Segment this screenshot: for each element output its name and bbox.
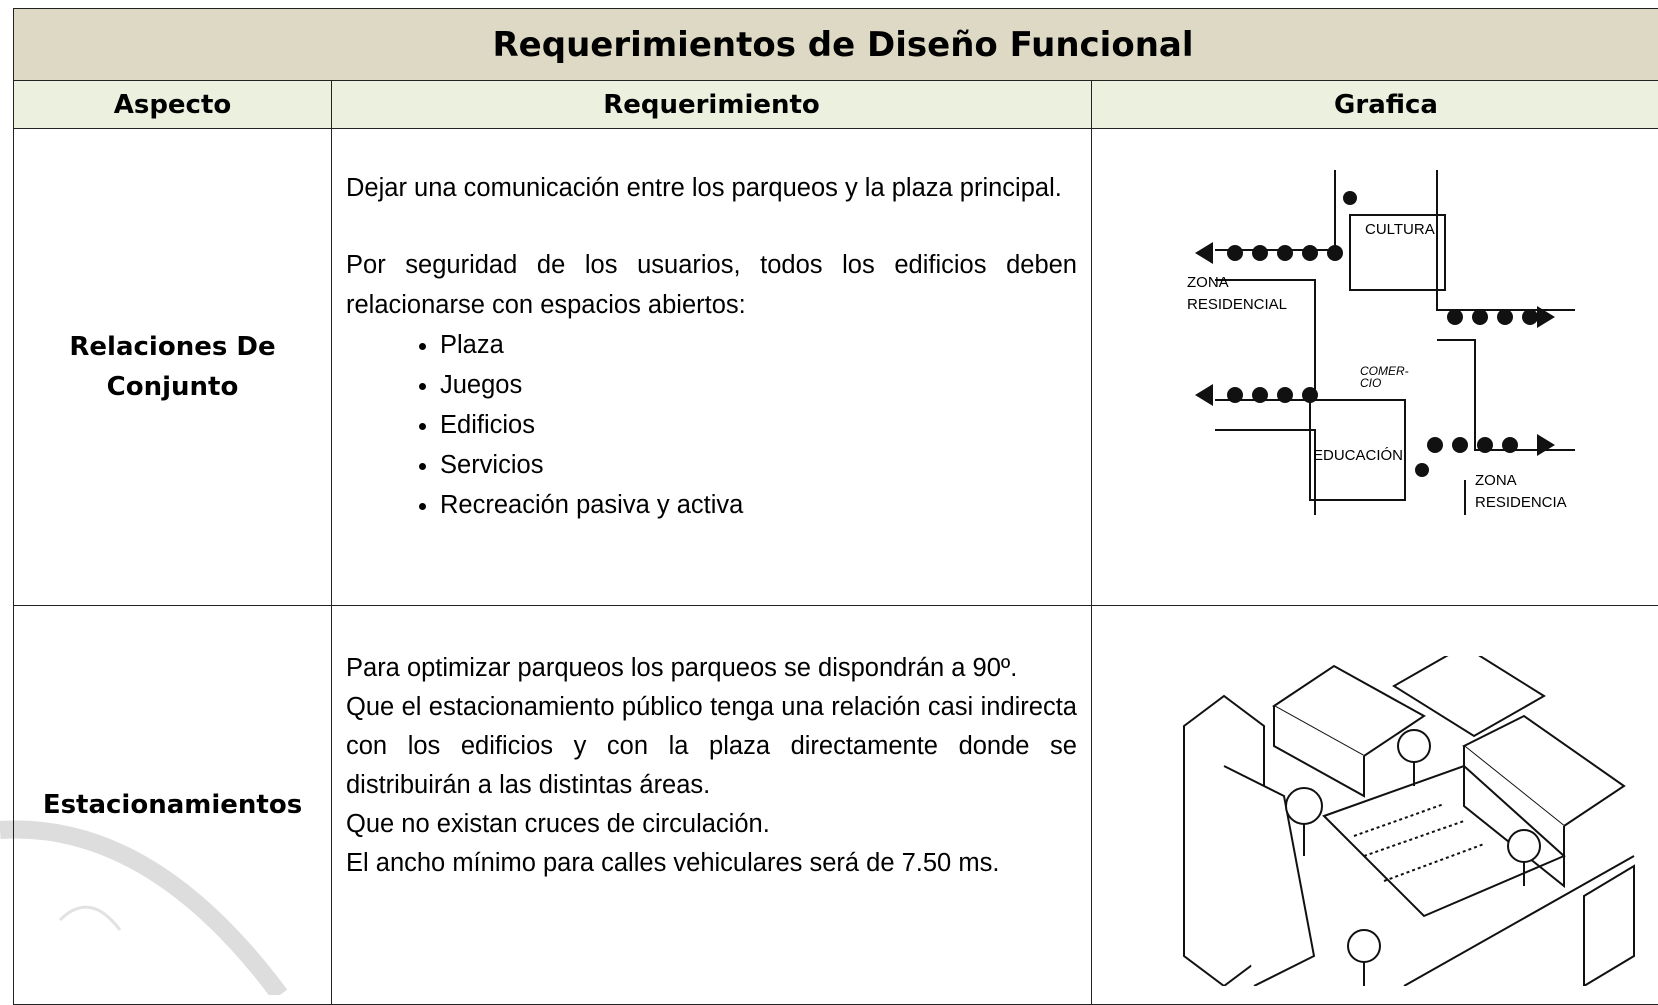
column-header: Grafica: [1091, 80, 1658, 129]
graphic-cell: [1091, 605, 1658, 1005]
watermark: [0, 820, 288, 995]
graphic-label: CIO: [1360, 376, 1381, 390]
list-item: Juegos: [440, 365, 1077, 405]
aspect: Relaciones De Conjunto: [69, 332, 276, 402]
list-item: Servicios: [440, 445, 1077, 485]
column-header: Requerimiento: [331, 80, 1092, 129]
graphic-label: CULTURA: [1365, 221, 1435, 238]
list: Plaza Juegos Edificios Servicios Recreac…: [346, 325, 1077, 525]
paragraph: Para optimizar parqueos los parqueos se …: [346, 654, 1018, 682]
graphic-label: EDUCACIÓN: [1313, 447, 1403, 464]
aspect-cell: Relaciones De Conjunto: [13, 128, 332, 606]
site-diagram: CULTURA ZONA RESIDENCIAL COMER- CIO EDUC…: [1185, 170, 1585, 515]
aspect: Estacionamientos: [42, 790, 303, 820]
requirement-cell: Para optimizar parqueos los parqueos se …: [331, 605, 1092, 1005]
paragraph: Dejar una comunicación entre los parqueo…: [346, 174, 1062, 202]
graphic-label: RESIDENCIA: [1475, 494, 1567, 511]
graphic-label: ZONA: [1475, 472, 1517, 489]
paragraph: Que no existan cruces de circulación.: [346, 810, 770, 838]
paragraph: Que el estacionamiento público tenga una…: [346, 693, 1077, 799]
list-item: Plaza: [440, 325, 1077, 365]
title: Requerimientos de Diseño Funcional: [13, 8, 1658, 81]
list-item: Recreación pasiva y activa: [440, 485, 1077, 525]
list-item: Edificios: [440, 405, 1077, 445]
graphic-label: ZONA: [1187, 274, 1229, 291]
column-header: Aspecto: [13, 80, 332, 129]
graphic-cell: CULTURA ZONA RESIDENCIAL COMER- CIO EDUC…: [1091, 128, 1658, 606]
paragraph: El ancho mínimo para calles vehiculares …: [346, 849, 1000, 877]
aspect-cell: Estacionamientos: [13, 605, 332, 1005]
parking-sketch: [1183, 656, 1635, 986]
paragraph: Por seguridad de los usuarios, todos los…: [346, 251, 1077, 319]
requirement-cell: Dejar una comunicación entre los parqueo…: [331, 128, 1092, 606]
graphic-label: RESIDENCIAL: [1187, 296, 1287, 313]
graphic-label: COMER-: [1360, 364, 1409, 378]
